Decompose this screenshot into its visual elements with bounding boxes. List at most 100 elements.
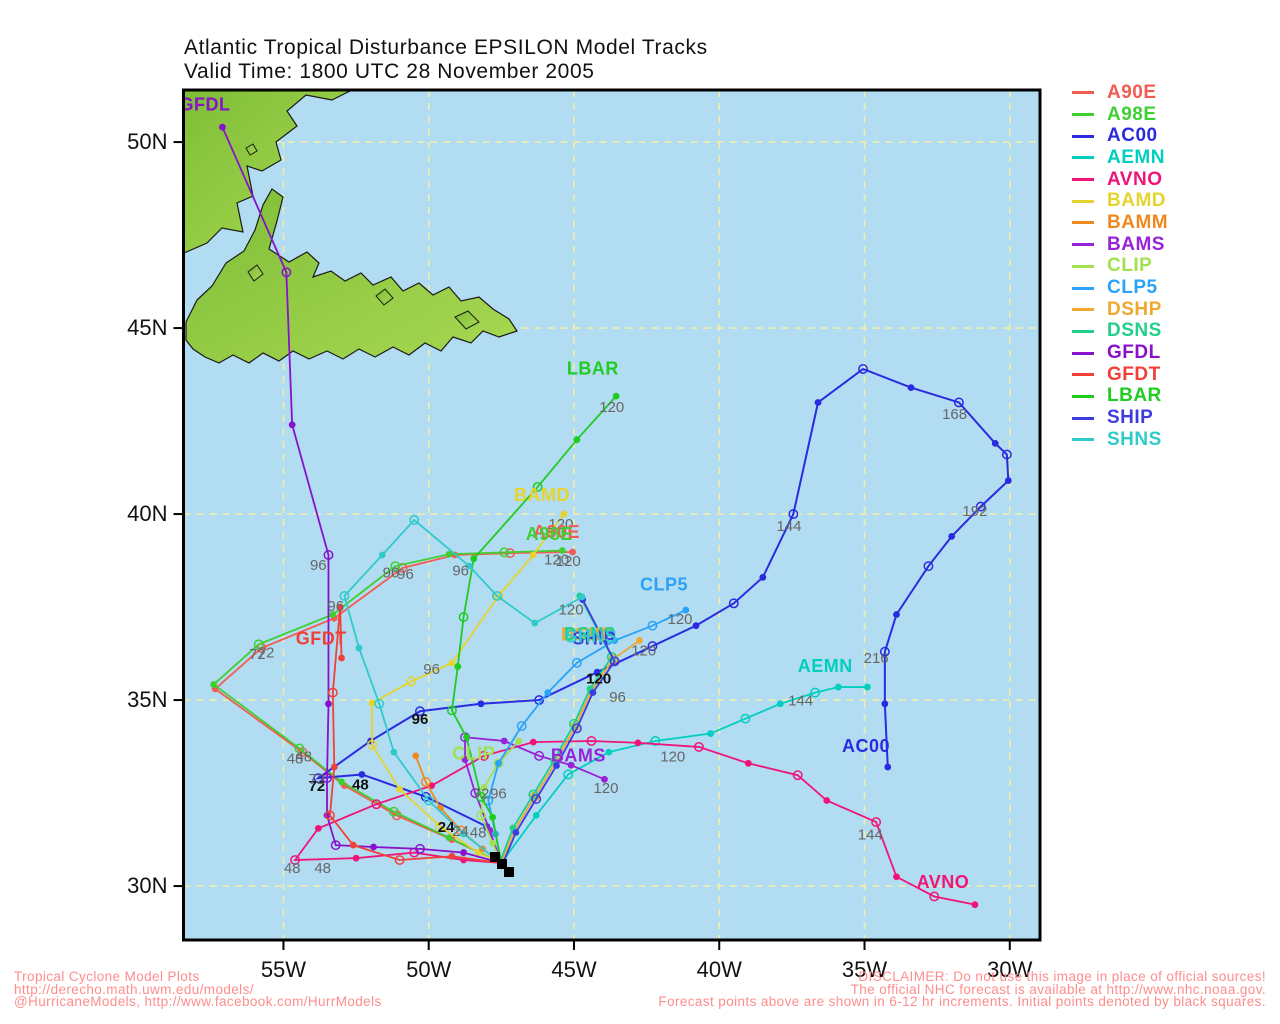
land-islet-3: [245, 143, 258, 156]
y-tick-label-35N: 35N: [127, 687, 167, 712]
track-LBAR: [447, 392, 620, 864]
track-point-SHIP: [553, 762, 560, 769]
track-point-AVNO: [971, 901, 979, 909]
x-tick-label-40W: 40W: [697, 957, 742, 982]
legend-label-BAMM: BAMM: [1107, 211, 1169, 233]
track-point-LBAR: [476, 791, 486, 802]
legend-item-LBAR: LBAR: [1072, 385, 1168, 408]
legend-swatch-A98E: [1072, 113, 1094, 117]
track-point-CLIP: [476, 810, 486, 821]
track-line-GFDT: [329, 606, 502, 864]
legend-item-CLP5: CLP5: [1072, 277, 1168, 299]
track-GFDT: [324, 603, 502, 865]
track-point-BAMS: [500, 737, 508, 745]
track-point-LBAR: [458, 612, 469, 623]
track-point-GFDT: [336, 603, 344, 611]
track-point-AVNO: [871, 817, 882, 828]
track-name-label-AEMN: AEMN: [798, 656, 853, 676]
legend-label-GFDL: GFDL: [1107, 342, 1161, 364]
track-point-BAMS: [601, 775, 608, 783]
legend-swatch-SHIP: [1072, 416, 1094, 420]
track-point-AC00: [728, 598, 739, 609]
footer-row-3: @HurricaneModels, http://www.facebook.co…: [14, 995, 1266, 1009]
track-point-A98E: [388, 806, 399, 817]
hour-label-BAMD-120: 120: [548, 516, 573, 533]
track-point-SHNS: [374, 698, 385, 709]
track-name-label-AVNO: AVNO: [917, 872, 970, 892]
hour-label-AVNO-120: 120: [660, 748, 685, 765]
track-point-AVNO: [314, 825, 322, 832]
legend-item-AEMN: AEMN: [1072, 147, 1168, 169]
track-point-LBAR: [489, 813, 497, 821]
track-point-A98E: [445, 550, 453, 558]
track-point-AC00: [948, 532, 956, 540]
track-point-AEMN: [740, 713, 751, 724]
legend-label-CLP5: CLP5: [1107, 277, 1158, 299]
legend-label-BAMS: BAMS: [1107, 233, 1165, 255]
track-name-label-SHIP: SHIP: [572, 628, 616, 648]
track-SHIP: [502, 596, 620, 864]
track-point-CLP5: [611, 637, 619, 644]
track-point-SHIP: [531, 794, 542, 804]
legend-label-GFDT: GFDT: [1107, 363, 1161, 385]
legend-item-BAMS: BAMS: [1072, 234, 1168, 256]
legend-item-A90E: A90E: [1072, 82, 1168, 104]
track-point-A90E: [569, 548, 576, 556]
track-point-AVNO: [290, 855, 301, 865]
legend-item-SHNS: SHNS: [1072, 429, 1168, 451]
hour-label-BAMD-96: 96: [423, 661, 440, 678]
track-point-CLP5: [544, 689, 552, 697]
track-point-AEMN: [834, 683, 842, 691]
hour-label-AC00-216: 216: [864, 650, 889, 667]
track-point-AC00: [692, 622, 700, 630]
track-point-AVNO: [893, 873, 900, 881]
track-point-AC00: [593, 668, 601, 676]
hour-label-CLIP-48: 48: [470, 825, 487, 842]
hour-label-AC00-120: 120: [586, 670, 611, 687]
track-point-AC00: [991, 439, 999, 447]
hour-label-A98E-72: 72: [258, 644, 275, 661]
track-point-AVNO: [792, 770, 803, 781]
track-name-label-A98E: A98E: [526, 524, 573, 544]
track-point-SHNS: [378, 551, 386, 559]
track-point-AC00: [858, 364, 869, 374]
track-point-BAMD: [406, 676, 417, 687]
hour-label-A98E-96: 96: [383, 564, 400, 581]
hour-label-CLIP-72: 72: [473, 786, 490, 803]
track-point-AC00: [1004, 477, 1012, 484]
legend-item-SHIP: SHIP: [1072, 407, 1168, 429]
track-point-BAMM: [412, 752, 420, 760]
track-point-AC00: [923, 561, 934, 572]
x-tick-label-30W: 30W: [987, 957, 1032, 982]
legend-label-A98E: A98E: [1107, 103, 1157, 125]
legend-label-LBAR: LBAR: [1107, 385, 1162, 407]
track-point-AVNO: [529, 738, 537, 746]
hour-label-GFDL-96: 96: [310, 557, 327, 574]
track-point-AVNO: [693, 741, 704, 752]
track-point-A98E: [294, 743, 305, 754]
track-line-AVNO: [293, 740, 976, 906]
hour-label-A90E-48: 48: [287, 750, 304, 767]
legend-swatch-GFDT: [1072, 373, 1094, 377]
track-point-AC00: [879, 646, 890, 657]
legend-item-DSHP: DSHP: [1072, 299, 1168, 321]
track-point-GFDT: [327, 687, 338, 698]
legend-item-AC00: AC00: [1072, 125, 1168, 147]
legend-swatch-CLIP: [1072, 264, 1094, 268]
track-point-AVNO: [929, 891, 940, 902]
track-point-SHNS: [465, 562, 473, 570]
legend-label-AEMN: AEMN: [1107, 146, 1165, 168]
track-line-DSNS: [498, 595, 613, 864]
track-point-AC00: [907, 384, 915, 391]
track-point-BAMS: [567, 761, 575, 769]
track-point-GFDL: [281, 267, 292, 278]
track-point-AVNO: [371, 799, 382, 810]
track-point-SHIP: [512, 829, 520, 836]
legend-swatch-DSNS: [1072, 329, 1094, 333]
hour-label-CLIP-96: 96: [490, 786, 507, 803]
track-point-A98E: [499, 547, 510, 558]
land-islet-2: [247, 264, 264, 282]
track-SHNS: [339, 515, 586, 864]
track-point-DSHP: [635, 637, 643, 644]
